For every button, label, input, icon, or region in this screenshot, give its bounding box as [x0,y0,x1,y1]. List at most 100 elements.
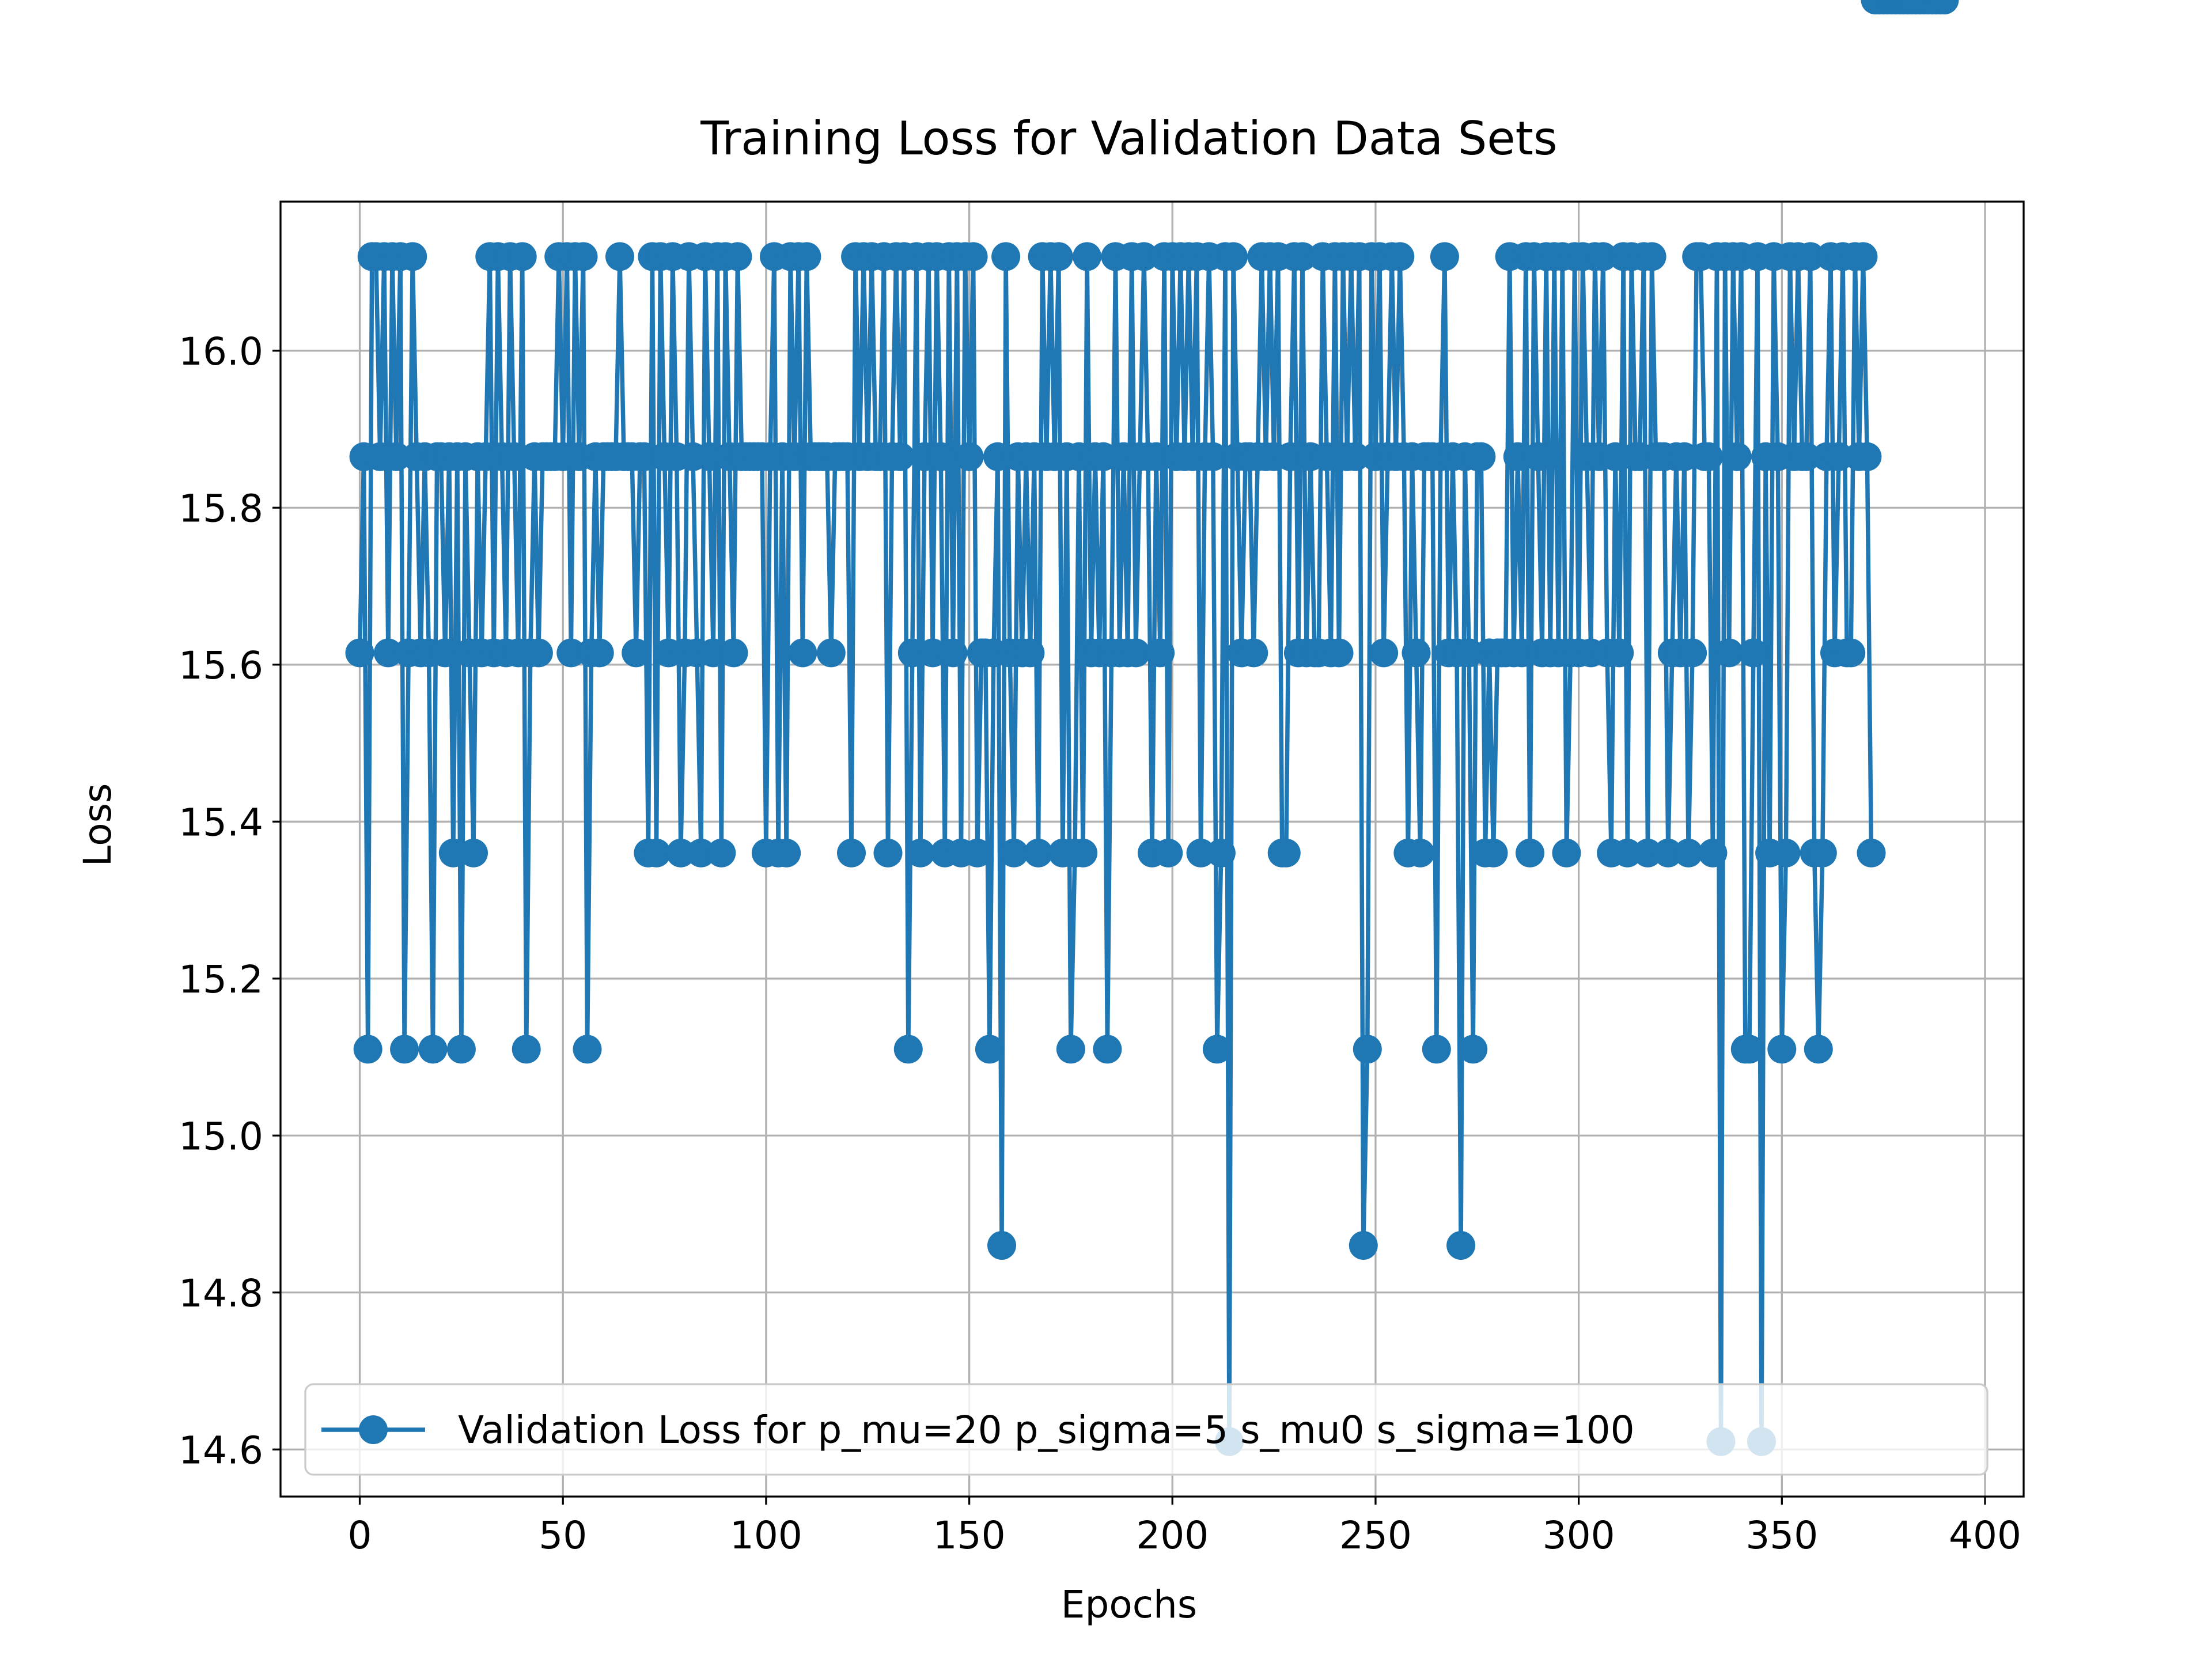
data-point [1674,838,1703,868]
data-point [1467,442,1496,471]
x-axis-label: Epochs [1061,1582,1197,1627]
data-point [1288,242,1317,271]
data-point [707,838,736,868]
data-point [983,442,1012,471]
data-point [1836,638,1866,668]
data-point [1353,1035,1382,1064]
data-point [1771,838,1801,868]
data-point [1446,1231,1476,1260]
data-point [459,838,488,868]
data-point [1044,242,1073,271]
data-point [1369,638,1399,668]
data-point [699,638,728,668]
data-point [959,242,988,271]
data-point [642,838,671,868]
data-point [430,638,460,668]
data-point [906,838,935,868]
data-point [991,242,1021,271]
data-point [605,242,634,271]
data-point [1796,242,1825,271]
data-point [1275,442,1305,471]
data-point [1791,442,1821,471]
data-point [1089,442,1118,471]
y-tick-label: 15.4 [179,800,263,844]
x-tick-label: 200 [1136,1513,1209,1558]
data-point [345,638,374,668]
data-point [1853,442,1882,471]
data-point [1186,838,1215,868]
data-point [1605,638,1634,668]
data-point [1219,242,1248,271]
data-point [837,838,866,868]
data-point [585,638,614,668]
data-point [873,838,903,868]
y-tick-label: 14.6 [179,1428,263,1472]
data-point [719,638,748,668]
data-point [897,638,927,668]
series-markers [345,0,1959,1456]
data-point [1857,838,1886,868]
data-point [630,442,659,471]
x-tick-label: 0 [348,1513,372,1558]
data-point [1202,1035,1232,1064]
data-point [1406,838,1435,868]
data-point [1653,838,1683,868]
data-point [524,638,553,668]
data-point [926,442,956,471]
data-point [1479,838,1508,868]
data-point [1142,442,1171,471]
legend-box [304,1383,1988,1476]
legend-label: Validation Loss for p_mu=20 p_sigma=5 s_… [458,1408,1635,1452]
data-point [1804,1035,1833,1064]
data-point [723,242,752,271]
data-point [1589,242,1618,271]
x-tick-label: 400 [1949,1513,2021,1558]
data-point [1516,838,1544,868]
legend-marker-swatch [359,1415,388,1444]
data-point [695,442,724,471]
data-point [446,1035,476,1064]
y-tick-label: 16.0 [179,329,263,374]
legend: Validation Loss for p_mu=20 p_sigma=5 s_… [304,1383,1988,1476]
data-point [1613,838,1642,868]
data-point [1552,838,1581,868]
y-tick-label: 15.0 [179,1114,263,1158]
x-tick-label: 150 [933,1513,1006,1558]
data-point [1824,442,1854,471]
data-point [1239,638,1268,668]
data-point [512,1035,541,1064]
data-point [1069,838,1098,868]
data-point [1459,1035,1488,1064]
data-point [1738,638,1768,668]
data-point [1146,638,1175,668]
data-point [1271,838,1301,868]
data-point [1767,1035,1797,1064]
data-point [1402,638,1431,668]
data-point [987,1231,1016,1260]
data-point [1524,442,1553,471]
data-point [438,838,468,868]
data-point [353,1035,382,1064]
data-point [1714,638,1744,668]
data-point [1633,838,1662,868]
data-point [573,1035,602,1064]
x-tick-label: 250 [1339,1513,1412,1558]
chart-title: Training Loss for Validation Data Sets [700,112,1557,165]
data-point [1422,1035,1451,1064]
data-point [918,638,948,668]
data-point [499,442,529,471]
data-point [1324,638,1354,668]
data-point [1056,1035,1085,1064]
data-point [1930,0,1959,14]
x-axis-ticks: 0 50 100 150 200 250 300 350 400 [348,1497,2021,1558]
data-point [772,838,801,868]
data-point [788,638,817,668]
data-point [1637,242,1666,271]
y-axis-ticks: 14.6 14.8 15.0 15.2 15.4 15.6 15.8 16.0 [179,329,281,1472]
data-point [382,442,411,471]
data-point [963,838,992,868]
data-point [1455,638,1484,668]
series-layer [345,0,1959,1456]
data-point [418,1035,448,1064]
